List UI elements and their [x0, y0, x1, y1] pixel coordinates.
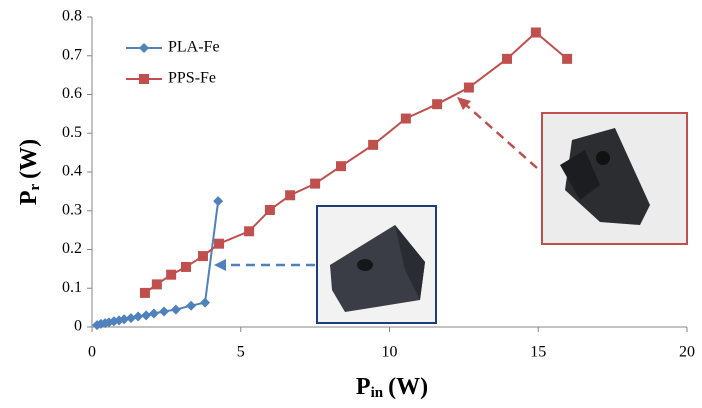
y-tick-label: 0.6: [62, 85, 82, 102]
marker: [158, 306, 169, 317]
marker: [530, 27, 541, 38]
marker: [200, 297, 211, 308]
marker: [119, 314, 130, 325]
y-tick-label: 0.8: [62, 8, 82, 25]
y-tick-label: 0.7: [62, 46, 82, 63]
y-tick-label: 0.5: [62, 124, 82, 141]
arrow-head: [214, 259, 226, 271]
marker: [170, 304, 181, 315]
marker: [141, 310, 152, 321]
x-tick-label: 15: [530, 344, 546, 361]
legend-label: PLA-Fe: [168, 39, 220, 56]
photo-pla: [316, 205, 437, 324]
marker: [148, 308, 159, 319]
marker: [214, 238, 225, 249]
marker: [139, 43, 149, 53]
y-tick-label: 0.2: [62, 240, 82, 257]
marker: [562, 53, 573, 64]
marker: [181, 261, 192, 272]
marker: [264, 204, 275, 215]
marker: [502, 53, 513, 64]
y-tick-label: 0.1: [62, 279, 82, 296]
marker: [244, 226, 255, 237]
marker: [310, 178, 321, 189]
y-tick-label: 0.4: [62, 163, 82, 180]
series-line: [96, 200, 220, 327]
marker: [166, 269, 177, 280]
marker: [432, 99, 443, 110]
y-axis-label: Pr(W): [16, 139, 44, 205]
x-tick-label: 20: [679, 344, 695, 361]
marker: [186, 300, 197, 311]
y-tick-label: 0: [74, 318, 82, 335]
marker: [400, 113, 411, 124]
x-tick-label: 10: [382, 344, 398, 361]
arrow: [464, 103, 538, 169]
legend-label: PPS-Fe: [168, 70, 216, 87]
marker: [213, 196, 224, 207]
marker: [139, 287, 150, 298]
x-axis-label: Pin (W): [356, 374, 428, 402]
photo-pps: [541, 112, 688, 245]
marker: [368, 139, 379, 150]
marker: [285, 190, 296, 201]
marker: [133, 311, 144, 322]
marker: [463, 82, 474, 93]
marker: [139, 74, 149, 84]
arrow-head: [457, 97, 471, 110]
marker: [125, 313, 136, 324]
marker: [197, 251, 208, 262]
y-tick-label: 0.3: [62, 201, 82, 218]
x-tick-label: 0: [88, 344, 96, 361]
marker: [336, 161, 347, 172]
marker: [151, 279, 162, 290]
x-tick-label: 5: [237, 344, 245, 361]
